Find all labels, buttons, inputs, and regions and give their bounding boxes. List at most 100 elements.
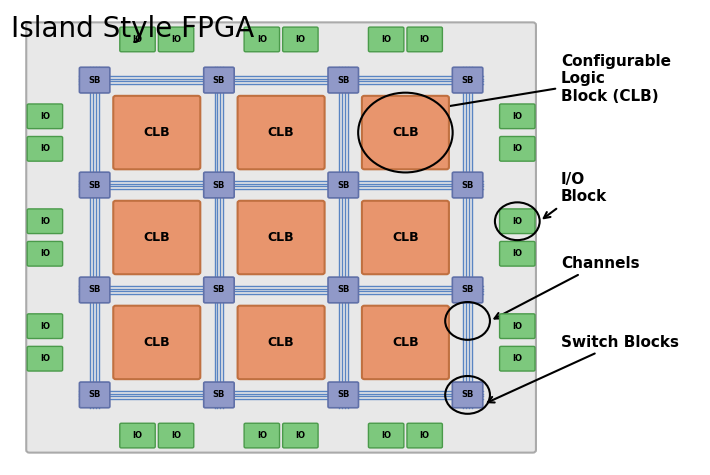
Text: SB: SB bbox=[337, 180, 349, 190]
FancyBboxPatch shape bbox=[452, 67, 483, 93]
Text: IO: IO bbox=[40, 322, 50, 331]
FancyBboxPatch shape bbox=[283, 423, 318, 448]
Text: SB: SB bbox=[89, 180, 101, 190]
FancyBboxPatch shape bbox=[204, 382, 234, 408]
FancyBboxPatch shape bbox=[500, 314, 535, 339]
FancyBboxPatch shape bbox=[27, 136, 62, 161]
FancyBboxPatch shape bbox=[283, 27, 318, 52]
Text: IO: IO bbox=[257, 35, 267, 44]
FancyBboxPatch shape bbox=[114, 96, 200, 169]
FancyBboxPatch shape bbox=[328, 382, 359, 408]
Text: CLB: CLB bbox=[143, 231, 170, 244]
FancyBboxPatch shape bbox=[204, 277, 234, 303]
FancyBboxPatch shape bbox=[204, 67, 234, 93]
Text: IO: IO bbox=[420, 431, 430, 440]
Text: SB: SB bbox=[213, 76, 225, 85]
Text: Channels: Channels bbox=[494, 256, 640, 319]
Text: Switch Blocks: Switch Blocks bbox=[488, 334, 679, 402]
FancyBboxPatch shape bbox=[362, 96, 449, 169]
Text: IO: IO bbox=[381, 35, 391, 44]
FancyBboxPatch shape bbox=[500, 136, 535, 161]
FancyBboxPatch shape bbox=[500, 209, 535, 234]
FancyBboxPatch shape bbox=[407, 423, 442, 448]
Text: IO: IO bbox=[171, 35, 181, 44]
FancyBboxPatch shape bbox=[114, 201, 200, 274]
Text: IO: IO bbox=[295, 431, 305, 440]
FancyBboxPatch shape bbox=[80, 382, 110, 408]
Text: CLB: CLB bbox=[392, 231, 419, 244]
Text: CLB: CLB bbox=[392, 126, 419, 139]
Text: SB: SB bbox=[89, 76, 101, 85]
Text: CLB: CLB bbox=[268, 336, 295, 349]
FancyBboxPatch shape bbox=[158, 27, 194, 52]
FancyBboxPatch shape bbox=[452, 172, 483, 198]
FancyBboxPatch shape bbox=[328, 172, 359, 198]
FancyBboxPatch shape bbox=[452, 277, 483, 303]
Text: IO: IO bbox=[40, 249, 50, 258]
Text: SB: SB bbox=[462, 180, 474, 190]
FancyBboxPatch shape bbox=[452, 382, 483, 408]
Text: IO: IO bbox=[40, 144, 50, 153]
FancyBboxPatch shape bbox=[500, 104, 535, 129]
FancyBboxPatch shape bbox=[362, 306, 449, 379]
FancyBboxPatch shape bbox=[368, 423, 404, 448]
FancyBboxPatch shape bbox=[244, 27, 280, 52]
Text: CLB: CLB bbox=[268, 126, 295, 139]
Text: SB: SB bbox=[89, 285, 101, 294]
Text: SB: SB bbox=[213, 390, 225, 399]
FancyBboxPatch shape bbox=[120, 423, 155, 448]
Text: IO: IO bbox=[257, 431, 267, 440]
Text: IO: IO bbox=[513, 217, 523, 226]
FancyBboxPatch shape bbox=[238, 96, 324, 169]
FancyBboxPatch shape bbox=[27, 241, 62, 266]
Text: SB: SB bbox=[337, 390, 349, 399]
FancyBboxPatch shape bbox=[27, 346, 62, 371]
FancyBboxPatch shape bbox=[407, 27, 442, 52]
FancyBboxPatch shape bbox=[500, 241, 535, 266]
Text: IO: IO bbox=[40, 217, 50, 226]
Text: IO: IO bbox=[381, 431, 391, 440]
Text: SB: SB bbox=[462, 76, 474, 85]
Text: IO: IO bbox=[40, 112, 50, 121]
FancyBboxPatch shape bbox=[328, 67, 359, 93]
Text: IO: IO bbox=[513, 249, 523, 258]
FancyBboxPatch shape bbox=[368, 27, 404, 52]
Text: CLB: CLB bbox=[143, 336, 170, 349]
Text: IO: IO bbox=[171, 431, 181, 440]
Text: SB: SB bbox=[213, 285, 225, 294]
FancyBboxPatch shape bbox=[238, 201, 324, 274]
FancyBboxPatch shape bbox=[328, 277, 359, 303]
Text: SB: SB bbox=[337, 76, 349, 85]
Text: SB: SB bbox=[89, 390, 101, 399]
FancyBboxPatch shape bbox=[158, 423, 194, 448]
FancyBboxPatch shape bbox=[26, 22, 536, 453]
FancyBboxPatch shape bbox=[80, 277, 110, 303]
Text: SB: SB bbox=[462, 285, 474, 294]
FancyBboxPatch shape bbox=[27, 314, 62, 339]
Text: IO: IO bbox=[513, 112, 523, 121]
FancyBboxPatch shape bbox=[244, 423, 280, 448]
FancyBboxPatch shape bbox=[120, 27, 155, 52]
Text: CLB: CLB bbox=[392, 336, 419, 349]
Text: SB: SB bbox=[213, 180, 225, 190]
Text: IO: IO bbox=[295, 35, 305, 44]
Text: CLB: CLB bbox=[268, 231, 295, 244]
FancyBboxPatch shape bbox=[114, 306, 200, 379]
FancyBboxPatch shape bbox=[27, 209, 62, 234]
Text: SB: SB bbox=[337, 285, 349, 294]
FancyBboxPatch shape bbox=[80, 67, 110, 93]
Text: IO: IO bbox=[513, 354, 523, 363]
FancyBboxPatch shape bbox=[238, 306, 324, 379]
Text: IO: IO bbox=[513, 322, 523, 331]
Text: CLB: CLB bbox=[143, 126, 170, 139]
Text: I/O
Block: I/O Block bbox=[544, 172, 607, 218]
FancyBboxPatch shape bbox=[80, 172, 110, 198]
Text: Configurable
Logic
Block (CLB): Configurable Logic Block (CLB) bbox=[439, 54, 671, 110]
Text: SB: SB bbox=[462, 390, 474, 399]
FancyBboxPatch shape bbox=[204, 172, 234, 198]
Text: IO: IO bbox=[513, 144, 523, 153]
Text: IO: IO bbox=[133, 35, 143, 44]
FancyBboxPatch shape bbox=[500, 346, 535, 371]
Text: IO: IO bbox=[133, 431, 143, 440]
Text: IO: IO bbox=[40, 354, 50, 363]
